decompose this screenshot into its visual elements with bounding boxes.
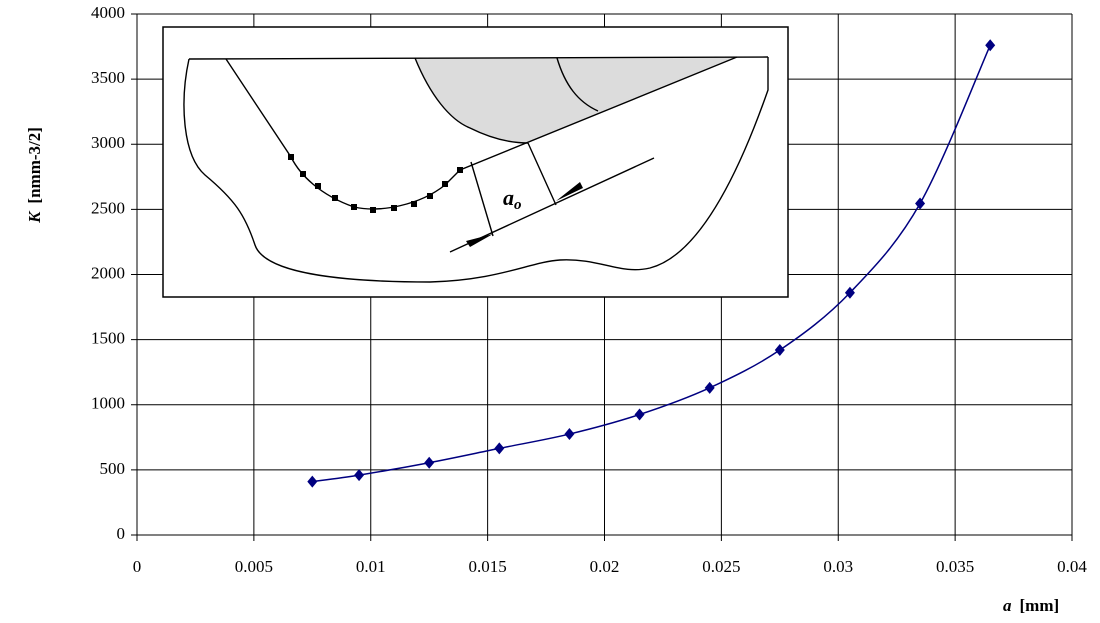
data-point [424,457,434,469]
data-point [705,382,715,394]
y-tick-label: 4000 [91,3,125,22]
y-tick-label: 1500 [91,329,125,348]
x-axis-label: a [mm] [1003,596,1059,615]
y-tick-label: 1000 [91,394,125,413]
data-point [775,344,785,356]
y-label-symbol: K [25,210,44,224]
data-point [494,442,504,454]
inset-subscript: o [514,197,522,213]
x-tick-label: 0.005 [235,557,273,576]
y-tick-label: 0 [117,524,126,543]
y-tick-label: 2000 [91,263,125,282]
x-tick-label: 0.02 [590,557,620,576]
x-tick-label: 0.015 [469,557,507,576]
x-tick-label: 0.01 [356,557,386,576]
y-tick-label: 500 [100,459,126,478]
x-tick-label: 0.04 [1057,557,1087,576]
x-tick-label: 0.035 [936,557,974,576]
x-tick-label: 0 [133,557,142,576]
data-point [564,428,574,440]
y-label-unit: [nmm-3/2] [25,127,44,203]
x-tick-label: 0.025 [702,557,740,576]
x-tick-label: 0.03 [823,557,853,576]
data-point [307,476,317,488]
y-tick-label: 3500 [91,68,125,87]
data-point [354,469,364,481]
y-axis-label: K [nmm-3/2] [25,127,44,224]
chart: 0 500 1000 1500 2000 2500 3000 3500 4000 0 0.005 0.… [0,0,1100,623]
x-label-unit: [mm] [1020,596,1060,615]
y-tick-label: 3000 [91,133,125,152]
inset-diagram: ao [163,27,788,297]
x-label-symbol: a [1003,596,1012,615]
data-point [915,198,925,210]
y-tick-label: 2500 [91,198,125,217]
inset-symbol: a [503,185,514,210]
data-point [985,39,995,51]
data-point [635,409,645,421]
